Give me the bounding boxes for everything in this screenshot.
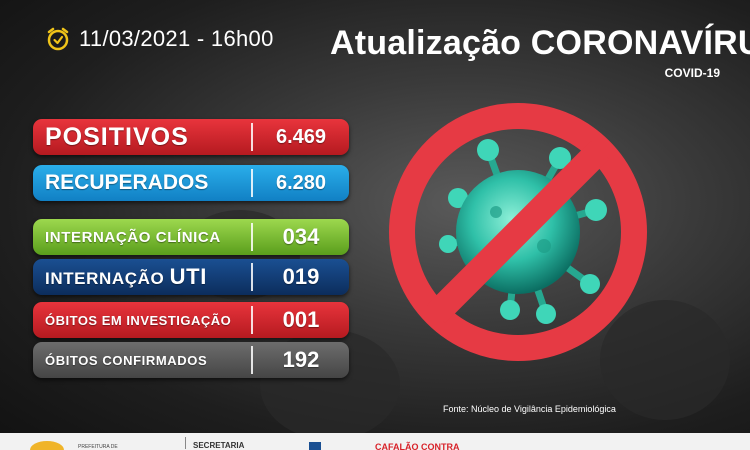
footer-bar: PREFEITURA DE SECRETARIA CAFALÃO CONTRA [0,433,750,450]
alarm-clock-icon [47,27,69,51]
footer-text: SECRETARIA [193,441,245,450]
stat-label-suffix: UTI [169,264,207,289]
date-time: 11/03/2021 - 16h00 [79,26,274,51]
divider [251,306,253,334]
stat-value: 001 [282,307,320,332]
date-time-row: 11/03/2021 - 16h00 [45,26,274,52]
stat-value: 6.469 [275,125,327,148]
page-subtitle: COVID-19 [664,66,720,80]
divider [251,123,253,151]
prohibited-virus-icon [389,103,647,361]
stat-value: 192 [282,347,320,372]
stat-internacao-uti: INTERNAÇÃO UTI 019 [33,259,349,295]
prohibition-sign [389,103,647,361]
divider [251,223,253,251]
source-note: Fonte: Núcleo de Vigilância Epidemiológi… [443,404,616,414]
stat-label-prefix: INTERNAÇÃO [45,269,165,288]
background-shape [600,300,730,420]
page-title: Atualização CORONAVÍRUS [330,24,750,62]
stat-value: 019 [282,264,320,289]
stat-obitos-investigacao: ÓBITOS EM INVESTIGAÇÃO 001 [33,302,349,338]
secretariat-logo [309,442,321,450]
stat-internacao-clinica: INTERNAÇÃO CLÍNICA 034 [33,219,349,255]
stat-obitos-confirmados: ÓBITOS CONFIRMADOS 192 [33,342,349,378]
divider [251,346,253,374]
footer-text: CAFALÃO CONTRA [375,442,460,450]
stat-label: POSITIVOS [45,122,189,151]
divider [251,169,253,197]
divider [251,263,253,291]
stat-value: 034 [282,224,320,249]
footer-text: PREFEITURA DE [78,444,118,450]
divider [185,437,186,449]
stat-recuperados: RECUPERADOS 6.280 [33,165,349,201]
stat-positivos: POSITIVOS 6.469 [33,119,349,155]
stat-value: 6.280 [275,171,327,194]
city-logo [30,441,64,450]
stat-label: RECUPERADOS [45,171,209,194]
stat-label: ÓBITOS EM INVESTIGAÇÃO [45,312,232,328]
stat-label: INTERNAÇÃO UTI [33,264,251,290]
stat-label: INTERNAÇÃO CLÍNICA [45,228,221,246]
stat-label: ÓBITOS CONFIRMADOS [45,352,208,368]
